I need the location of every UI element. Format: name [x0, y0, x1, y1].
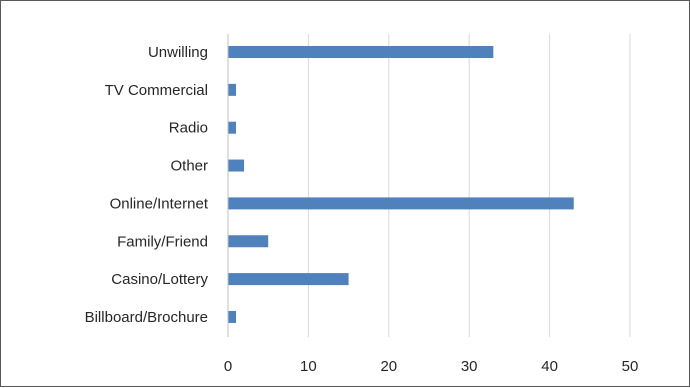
category-label-other: Other — [170, 158, 208, 175]
bar-billboard-brochure — [228, 310, 237, 323]
category-labels: Unwilling TV Commercial Radio Other Online/I… — [85, 44, 209, 326]
category-label-casino-lottery: Casino/Lottery — [111, 271, 208, 288]
bar-other — [228, 159, 245, 172]
tick-label-0: 0 — [224, 358, 232, 375]
category-label-family-friend: Family/Friend — [117, 233, 208, 250]
category-label-radio: Radio — [169, 120, 208, 137]
bar-tv-commercial — [228, 83, 237, 96]
tick-label-10: 10 — [300, 358, 317, 375]
tick-labels: 0 10 20 30 40 50 — [224, 358, 639, 375]
category-label-online-internet: Online/Internet — [110, 195, 209, 212]
category-label-unwilling: Unwilling — [148, 44, 208, 61]
tick-label-40: 40 — [541, 358, 558, 375]
tick-label-50: 50 — [622, 358, 639, 375]
tick-label-20: 20 — [380, 358, 397, 375]
gridlines — [307, 34, 631, 337]
bar-radio — [228, 121, 237, 134]
bar-family-friend — [228, 235, 269, 248]
bar-casino-lottery — [228, 273, 349, 286]
category-label-tv-commercial: TV Commercial — [105, 82, 208, 99]
bars — [228, 46, 574, 323]
tick-label-30: 30 — [461, 358, 478, 375]
bar-unwilling — [228, 46, 494, 58]
category-label-billboard-brochure: Billboard/Brochure — [85, 309, 208, 326]
bar-online-internet — [228, 197, 574, 210]
